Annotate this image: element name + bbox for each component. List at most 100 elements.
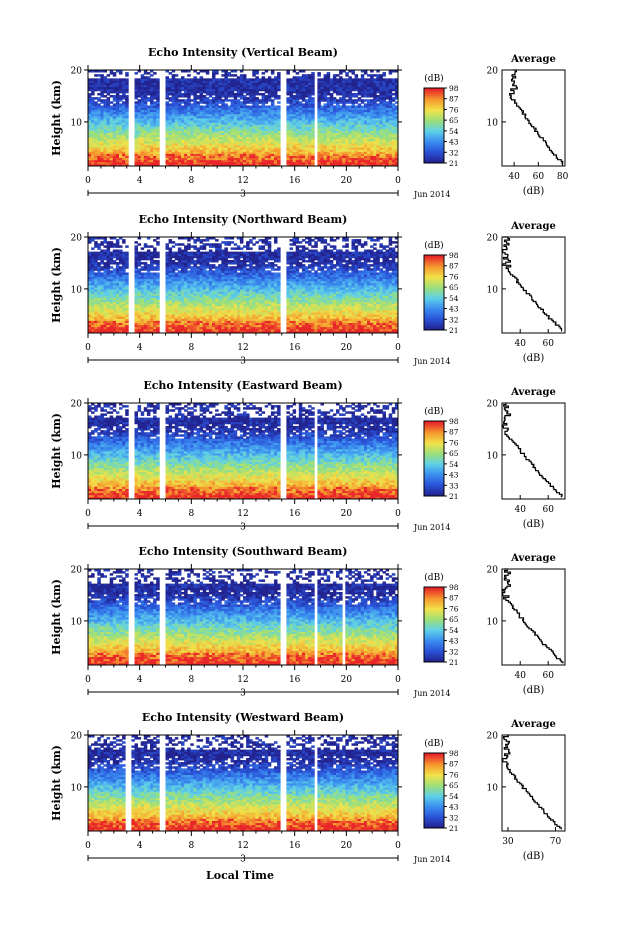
heatmap-cell xyxy=(230,134,235,138)
heatmap-cell xyxy=(230,163,235,167)
colorbar-title: (dB) xyxy=(424,73,443,84)
heatmap-cell xyxy=(351,122,355,125)
heatmap-cell xyxy=(308,153,312,156)
heatmap-cell xyxy=(270,132,275,136)
heatmap-cell xyxy=(97,145,101,148)
heatmap-cell xyxy=(227,143,231,146)
heatmap-cell xyxy=(181,99,185,102)
heatmap-cell xyxy=(109,134,114,138)
heatmap-cell xyxy=(109,147,114,150)
heatmap-cell xyxy=(150,126,154,129)
heatmap-cell xyxy=(146,115,151,119)
heatmap-cell xyxy=(367,147,371,150)
heatmap-cell xyxy=(357,143,362,146)
heatmap-cell xyxy=(308,118,312,121)
heatmap-cell xyxy=(97,312,101,315)
heatmap-cell xyxy=(119,316,123,319)
heatmap-cell xyxy=(122,124,126,127)
heatmap-cell xyxy=(196,103,200,106)
heatmap-cell xyxy=(391,136,396,140)
heatmap-cell xyxy=(388,155,393,159)
heatmap-cell xyxy=(218,107,222,111)
heatmap-cell xyxy=(326,126,331,129)
heatmap-cell xyxy=(357,107,362,111)
heatmap-cell xyxy=(339,118,343,121)
heatmap-cell xyxy=(208,153,213,156)
heatmap-cell xyxy=(385,109,390,113)
heatmap-cell xyxy=(119,145,123,148)
heatmap-cell xyxy=(326,130,331,134)
heatmap-cell xyxy=(109,113,114,117)
heatmap-cell xyxy=(348,113,352,117)
heatmap-cell xyxy=(112,282,117,286)
heatmap-cell xyxy=(348,126,352,129)
heatmap-cell xyxy=(249,97,253,100)
heatmap-cell xyxy=(277,147,281,150)
heatmap-cell xyxy=(394,90,399,94)
heatmap-cell xyxy=(351,101,355,104)
heatmap-cell xyxy=(360,155,365,159)
heatmap-cell xyxy=(134,80,138,83)
heatmap-cell xyxy=(363,143,368,146)
heatmap-cell xyxy=(332,163,337,167)
heatmap-cell xyxy=(94,316,98,319)
heatmap-cell xyxy=(391,97,396,100)
heatmap-cell xyxy=(261,97,266,100)
heatmap-cell xyxy=(125,145,129,148)
heatmap-cell xyxy=(190,82,194,86)
heatmap-cell xyxy=(150,101,154,104)
heatmap-cell xyxy=(143,328,148,332)
heatmap-cell xyxy=(187,145,191,148)
heatmap-cell xyxy=(165,147,169,150)
heatmap-cell xyxy=(292,143,297,146)
heatmap-cell xyxy=(174,95,179,98)
heatmap-cell xyxy=(342,70,346,73)
heatmap-cell xyxy=(264,134,269,138)
heatmap-cell xyxy=(252,101,256,104)
heatmap-cell xyxy=(140,74,145,77)
heatmap-cell xyxy=(342,151,346,154)
heatmap-cell xyxy=(363,109,368,113)
heatmap-cell xyxy=(373,138,377,142)
heatmap-cell xyxy=(106,310,111,313)
heatmap-cell xyxy=(119,237,123,240)
heatmap-cell xyxy=(109,138,114,142)
heatmap-cell xyxy=(125,289,129,292)
heatmap-cell xyxy=(109,159,114,163)
heatmap-cell xyxy=(252,145,256,148)
heatmap-cell xyxy=(258,149,262,152)
heatmap-cell xyxy=(286,78,290,81)
heatmap-cell xyxy=(373,151,377,154)
heatmap-cell xyxy=(336,161,340,165)
heatmap-cell xyxy=(224,70,228,73)
heatmap-cell xyxy=(106,289,111,292)
heatmap-cell xyxy=(199,149,204,152)
heatmap-cell xyxy=(115,101,120,104)
heatmap-cell xyxy=(115,161,120,165)
heatmap-cell xyxy=(258,86,262,90)
heatmap-cell xyxy=(215,111,219,115)
heatmap-cell xyxy=(308,161,312,165)
heatmap-cell xyxy=(97,272,101,275)
heatmap-cell xyxy=(329,149,334,152)
heatmap-cell xyxy=(252,124,256,127)
heatmap-cell xyxy=(143,305,148,309)
heatmap-cell xyxy=(150,134,154,138)
heatmap-cell xyxy=(270,163,275,167)
heatmap-cell xyxy=(125,151,129,154)
heatmap-cell xyxy=(94,251,98,255)
heatmap-cell xyxy=(137,149,142,152)
heatmap-cell xyxy=(122,287,126,290)
heatmap-cell xyxy=(274,86,278,90)
heatmap-cell xyxy=(153,153,157,156)
heatmap-cell xyxy=(202,90,207,94)
heatmap-cell xyxy=(205,161,210,165)
heatmap-cell xyxy=(224,84,228,88)
heatmap-cell xyxy=(100,107,104,111)
heatmap-cell xyxy=(345,99,349,102)
heatmap-cell xyxy=(351,120,355,123)
heatmap-cell xyxy=(212,124,216,127)
heatmap-cell xyxy=(255,78,259,81)
heatmap-cell xyxy=(264,126,269,129)
heatmap-cell xyxy=(345,124,349,127)
